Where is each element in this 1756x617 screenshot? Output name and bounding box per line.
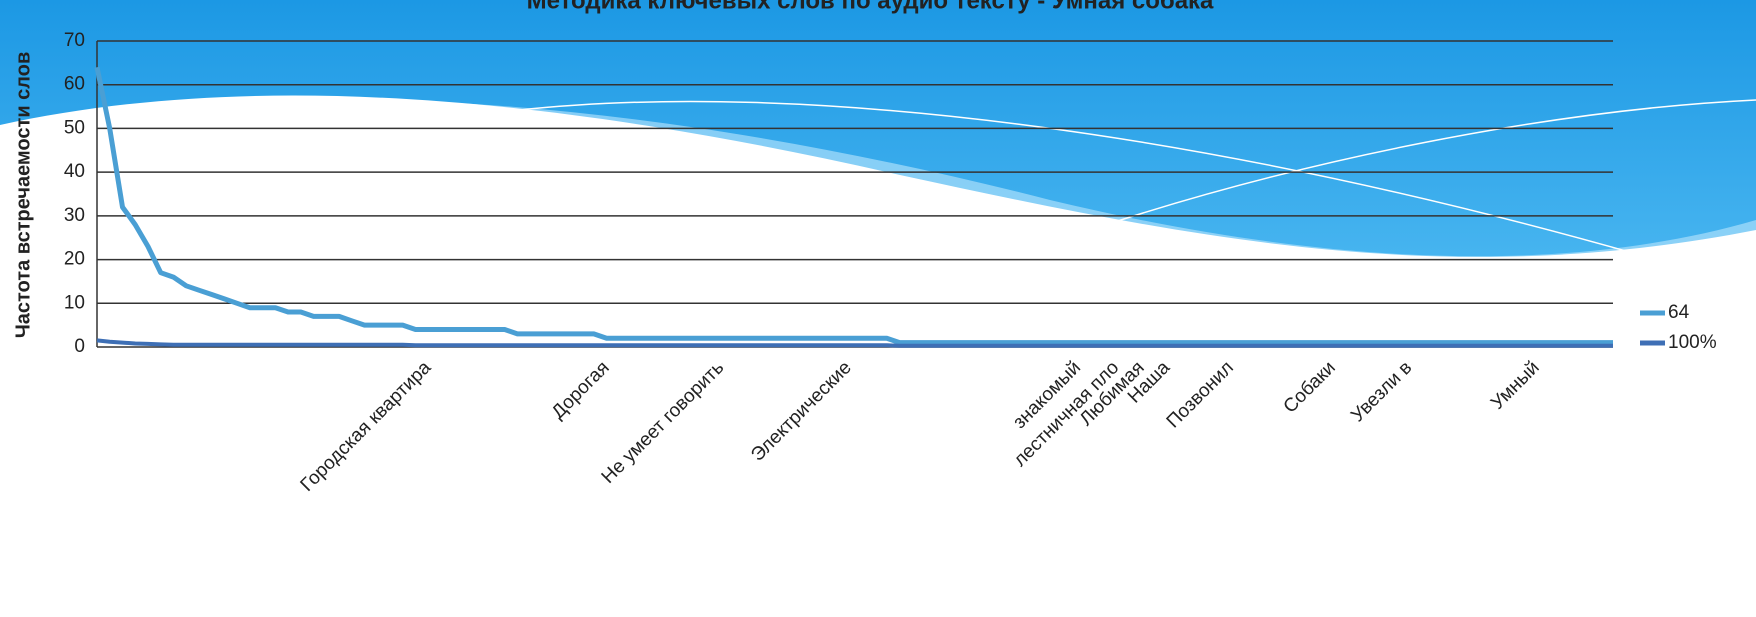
wave bbox=[0, 95, 1756, 617]
wave-line bbox=[519, 100, 1641, 256]
y-tick-label: 50 bbox=[64, 117, 85, 138]
y-tick-label: 60 bbox=[64, 74, 85, 95]
y-tick-label: 10 bbox=[64, 292, 85, 313]
y-tick-label: 70 bbox=[64, 30, 85, 51]
series-line bbox=[96, 338, 1613, 348]
legend-label: 100% bbox=[1668, 332, 1717, 353]
wave-line bbox=[1089, 99, 1756, 231]
chart-title: Методика ключевых слов по аудио тексту -… bbox=[527, 0, 1214, 14]
y-axis-label: Частота встречаемости слов bbox=[12, 52, 34, 339]
y-tick-label: 0 bbox=[74, 336, 85, 357]
y-tick-label: 40 bbox=[64, 161, 85, 182]
y-tick-label: 20 bbox=[64, 249, 85, 270]
legend-label: 64 bbox=[1668, 302, 1690, 323]
y-tick-label: 30 bbox=[64, 205, 85, 226]
series-line bbox=[94, 66, 1613, 346]
